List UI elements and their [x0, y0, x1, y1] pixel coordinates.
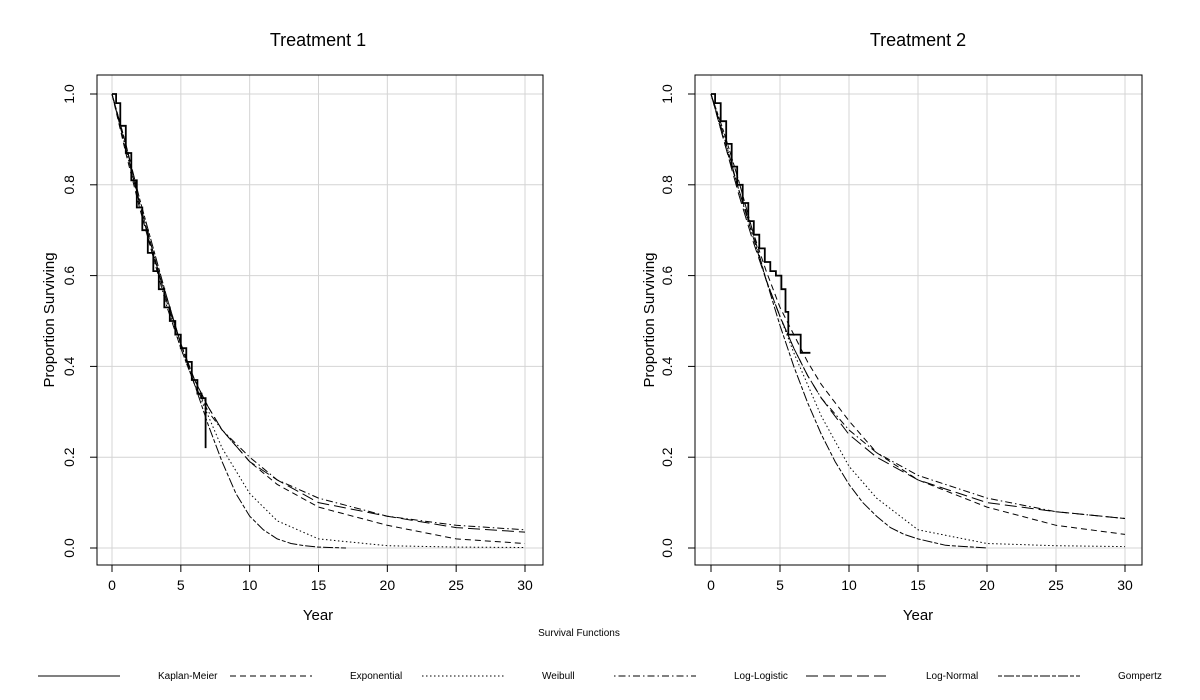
x-tick-label: 10	[841, 577, 857, 593]
x-tick-label: 20	[380, 577, 396, 593]
x-tick-label: 0	[108, 577, 116, 593]
series-line-exponential	[111, 93, 526, 544]
series-line-log-normal	[111, 93, 526, 533]
x-tick-label: 30	[1117, 577, 1133, 593]
plot-frame	[96, 74, 544, 566]
x-tick-label: 30	[517, 577, 533, 593]
y-tick-label: 0.8	[61, 175, 77, 195]
y-axis: 0.0 0.2 0.4 0.6 0.8 1.0	[659, 84, 695, 558]
y-tick-label: 1.0	[659, 84, 675, 104]
y-axis-label: Proportion Surviving	[641, 252, 658, 387]
chart-panel-treatment-2: Treatment 2 0 5 10 15 20 25 30 0.0 0.2 0.4 0.6 0.8…	[641, 30, 1143, 624]
x-tick-label: 25	[1048, 577, 1064, 593]
curves	[111, 93, 526, 549]
y-tick-label: 0.6	[61, 266, 77, 286]
x-axis-label: Year	[903, 607, 933, 624]
series-line-gompertz	[710, 93, 988, 549]
chart-title: Treatment 2	[870, 30, 966, 50]
x-axis: 0 5 10 15 20 25 30	[707, 565, 1133, 593]
curves	[710, 93, 1126, 549]
grid	[97, 75, 543, 565]
y-tick-label: 0.2	[659, 447, 675, 467]
series-line-weibull	[111, 93, 526, 548]
series-line-gompertz	[111, 93, 347, 549]
y-tick-label: 0.4	[659, 356, 675, 376]
series-line-exponential	[710, 93, 1126, 535]
x-tick-label: 0	[707, 577, 715, 593]
legend-label: Log-Logistic	[734, 671, 788, 682]
chart-title: Treatment 1	[270, 30, 366, 50]
legend-label: Log-Normal	[926, 671, 978, 682]
x-tick-label: 25	[448, 577, 464, 593]
legend-label: Weibull	[542, 671, 575, 682]
series-line-log-normal	[710, 93, 1126, 519]
y-axis-label: Proportion Surviving	[41, 252, 58, 387]
x-tick-label: 10	[242, 577, 258, 593]
y-tick-label: 0.0	[61, 538, 77, 558]
y-tick-label: 0.8	[659, 175, 675, 195]
series-line-log-logistic	[111, 93, 526, 531]
legend-label: Exponential	[350, 671, 402, 682]
y-tick-label: 1.0	[61, 84, 77, 104]
y-tick-label: 0.0	[659, 538, 675, 558]
x-tick-label: 20	[979, 577, 995, 593]
y-tick-label: 0.2	[61, 447, 77, 467]
y-tick-label: 0.6	[659, 266, 675, 286]
x-tick-label: 15	[311, 577, 327, 593]
legend-label: Kaplan-Meier	[158, 671, 218, 682]
series-line-kaplan-meier	[711, 93, 811, 354]
x-tick-label: 5	[177, 577, 185, 593]
grid	[695, 75, 1142, 565]
x-tick-label: 5	[776, 577, 784, 593]
y-axis: 0.0 0.2 0.4 0.6 0.8 1.0	[61, 84, 97, 558]
legend-label: Gompertz	[1118, 671, 1162, 682]
legend: Kaplan-Meier Exponential Weibull Log-Logist…	[38, 671, 1162, 682]
y-tick-label: 0.4	[61, 356, 77, 376]
x-axis: 0 5 10 15 20 25 30	[108, 565, 533, 593]
legend-title: Survival Functions	[538, 628, 620, 639]
chart-panel-treatment-1: Treatment 1 0 5 10 15 20 25 30 0.0 0.2 0.4 0.6 0.8…	[41, 30, 544, 624]
x-axis-label: Year	[303, 607, 333, 624]
x-tick-label: 15	[910, 577, 926, 593]
